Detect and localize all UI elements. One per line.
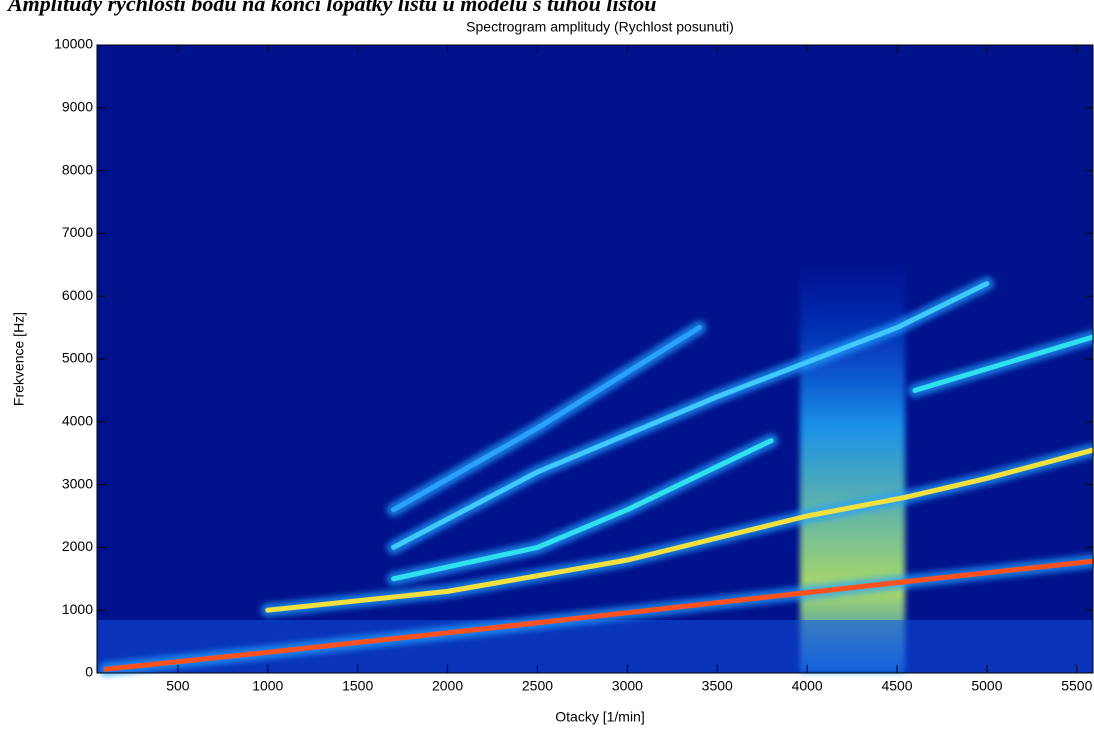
x-tick-label: 1500 bbox=[342, 678, 373, 694]
chart-title: Spectrogram amplitudy (Rychlost posunuti… bbox=[466, 19, 734, 35]
y-tick-label: 10000 bbox=[54, 36, 93, 52]
x-tick-label: 4500 bbox=[881, 678, 912, 694]
ridges bbox=[99, 276, 1094, 677]
y-tick-label: 0 bbox=[85, 664, 93, 680]
ridge bbox=[391, 325, 702, 513]
x-tick-label: 3500 bbox=[702, 678, 733, 694]
page-title: Amplitudy rychlosti bodu na konci lopatk… bbox=[6, 0, 657, 16]
x-tick-label: 5500 bbox=[1061, 678, 1092, 694]
low-frequency-noise bbox=[97, 620, 1093, 673]
y-axis-label: Frekvence [Hz] bbox=[11, 312, 27, 406]
x-tick-label: 3000 bbox=[612, 678, 643, 694]
x-tick-label: 2000 bbox=[432, 678, 463, 694]
y-tick-label: 4000 bbox=[62, 413, 93, 429]
y-tick-label: 2000 bbox=[62, 538, 93, 554]
y-tick-label: 5000 bbox=[62, 350, 93, 366]
y-tick-label: 3000 bbox=[62, 475, 93, 491]
ridge bbox=[265, 447, 1094, 613]
axes-box bbox=[96, 44, 1094, 674]
x-tick-label: 500 bbox=[166, 678, 190, 694]
broadband-noise bbox=[800, 260, 905, 673]
x-tick-label: 5000 bbox=[971, 678, 1002, 694]
x-axis-label: Otacky [1/min] bbox=[555, 709, 644, 725]
y-tick-label: 9000 bbox=[62, 99, 93, 115]
ridge bbox=[391, 334, 1094, 582]
x-tick-label: 2500 bbox=[522, 678, 553, 694]
x-tick-label: 4000 bbox=[792, 678, 823, 694]
x-tick-label: 1000 bbox=[252, 678, 283, 694]
ridge bbox=[391, 281, 990, 550]
ridge bbox=[103, 558, 1094, 672]
y-tick-label: 7000 bbox=[62, 224, 93, 240]
y-tick-label: 8000 bbox=[62, 161, 93, 177]
y-tick-label: 6000 bbox=[62, 287, 93, 303]
y-tick-label: 1000 bbox=[62, 601, 93, 617]
